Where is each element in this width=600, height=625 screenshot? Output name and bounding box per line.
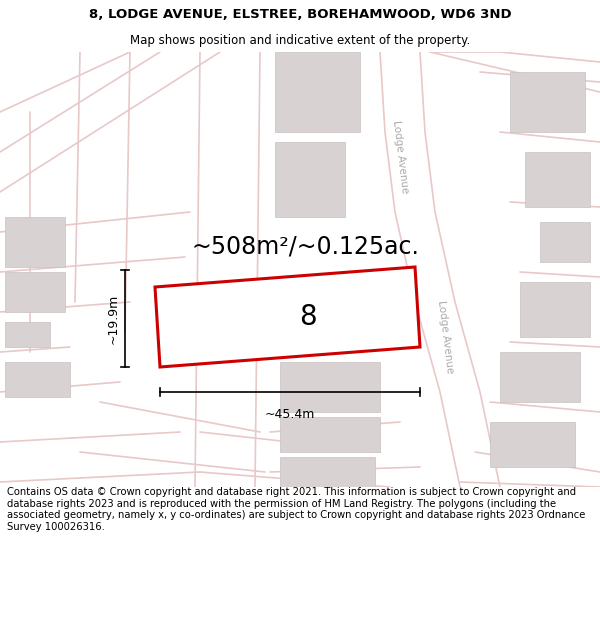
Text: Map shows position and indicative extent of the property.: Map shows position and indicative extent…: [130, 34, 470, 47]
Polygon shape: [520, 282, 590, 337]
Text: Lodge Avenue: Lodge Avenue: [436, 300, 454, 374]
Polygon shape: [510, 72, 585, 132]
Polygon shape: [525, 152, 590, 207]
Text: ~45.4m: ~45.4m: [265, 408, 315, 421]
Polygon shape: [540, 222, 590, 262]
Text: ~508m²/~0.125ac.: ~508m²/~0.125ac.: [191, 235, 419, 259]
Text: 8: 8: [299, 303, 316, 331]
Polygon shape: [280, 457, 375, 487]
Text: ~19.9m: ~19.9m: [107, 293, 119, 344]
Polygon shape: [490, 422, 575, 467]
Polygon shape: [155, 267, 420, 367]
Text: Lodge Avenue: Lodge Avenue: [391, 120, 409, 194]
Text: 8, LODGE AVENUE, ELSTREE, BOREHAMWOOD, WD6 3ND: 8, LODGE AVENUE, ELSTREE, BOREHAMWOOD, W…: [89, 8, 511, 21]
Polygon shape: [280, 362, 380, 412]
Polygon shape: [275, 52, 360, 132]
Polygon shape: [275, 142, 345, 217]
Polygon shape: [5, 362, 70, 397]
Polygon shape: [500, 352, 580, 402]
Polygon shape: [5, 272, 65, 312]
Polygon shape: [280, 417, 380, 452]
Polygon shape: [5, 217, 65, 267]
Polygon shape: [5, 322, 50, 347]
Text: Contains OS data © Crown copyright and database right 2021. This information is : Contains OS data © Crown copyright and d…: [7, 487, 586, 532]
